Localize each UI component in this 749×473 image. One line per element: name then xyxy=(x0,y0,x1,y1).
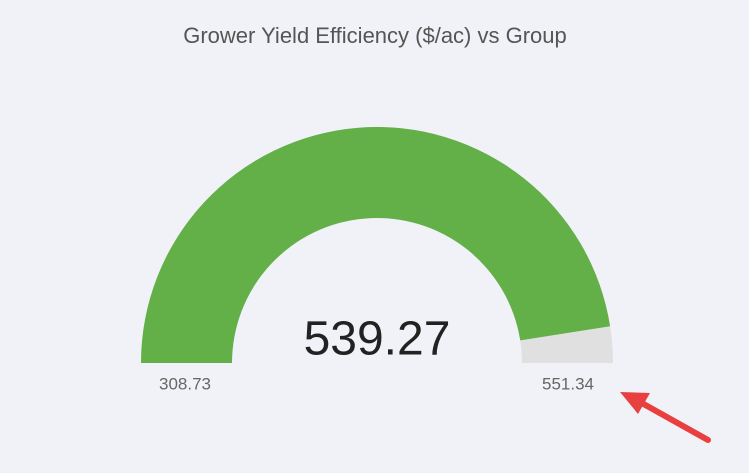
gauge-min-label: 308.73 xyxy=(159,374,211,393)
gauge-value: 539.27 xyxy=(304,313,451,366)
annotation-arrow xyxy=(620,392,711,443)
gauge xyxy=(141,127,613,364)
gauge-max-label: 551.34 xyxy=(542,374,594,393)
chart-title: Grower Yield Efficiency ($/ac) vs Group xyxy=(183,23,567,48)
gauge-value-arc xyxy=(141,127,611,364)
